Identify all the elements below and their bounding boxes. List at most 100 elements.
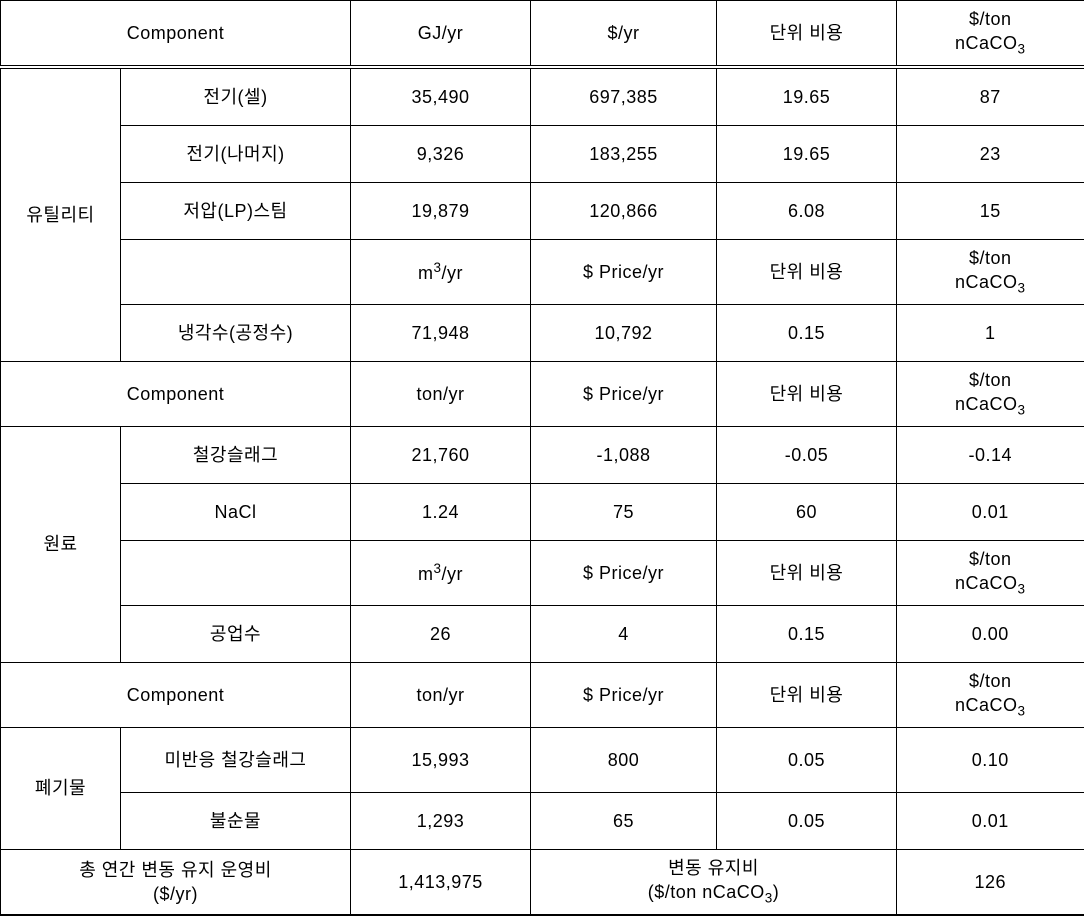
header-perton: $/ton nCaCO3 (897, 1, 1084, 68)
cell: 냉각수(공정수) (121, 305, 351, 362)
sub: 3 (1018, 281, 1026, 296)
sub: 3 (1018, 582, 1026, 597)
cell: 전기(나머지) (121, 126, 351, 183)
cell: 35,490 (351, 67, 531, 126)
utility-subheader: m3/yr $ Price/yr 단위 비용 $/ton nCaCO3 (1, 240, 1084, 305)
text: m (418, 263, 434, 283)
cell: 23 (897, 126, 1084, 183)
waste-row-impurity: 불순물 1,293 65 0.05 0.01 (1, 793, 1084, 850)
text: $/ton (969, 248, 1012, 268)
header-ton: ton/yr (351, 362, 531, 427)
cell: 1,293 (351, 793, 531, 850)
cell: -0.05 (717, 427, 897, 484)
text: $/ton (969, 549, 1012, 569)
cell: 0.15 (717, 606, 897, 663)
cell: 75 (531, 484, 717, 541)
utility-row-lp-steam: 저압(LP)스팀 19,879 120,866 6.08 15 (1, 183, 1084, 240)
header-component: Component (1, 1, 351, 68)
cell: NaCl (121, 484, 351, 541)
cell: 0.05 (717, 728, 897, 793)
text: $/ton (969, 370, 1012, 390)
cell: 불순물 (121, 793, 351, 850)
header-perton: $/ton nCaCO3 (897, 663, 1084, 728)
cell: 26 (351, 606, 531, 663)
text: ($/ton nCaCO (648, 882, 765, 902)
cell: 6.08 (717, 183, 897, 240)
subheader-perton: $/ton nCaCO3 (897, 541, 1084, 606)
cell: -0.14 (897, 427, 1084, 484)
cell: 19.65 (717, 67, 897, 126)
header-dollar: $/yr (531, 1, 717, 68)
cell: 65 (531, 793, 717, 850)
waste-label: 폐기물 (1, 728, 121, 850)
header-row-2: Component ton/yr $ Price/yr 단위 비용 $/ton … (1, 362, 1084, 427)
cell: 전기(셀) (121, 67, 351, 126)
cost-table-wrap: Component GJ/yr $/yr 단위 비용 $/ton nCaCO3 … (0, 0, 1084, 916)
sub: 3 (1018, 403, 1026, 418)
text: $/ton (969, 671, 1012, 691)
utility-label: 유틸리티 (1, 67, 121, 362)
total-mid-label: 변동 유지비 ($/ton nCaCO3) (531, 850, 897, 916)
text: nCaCO (955, 394, 1018, 414)
subheader-m3: m3/yr (351, 240, 531, 305)
cell: 15,993 (351, 728, 531, 793)
cell: 21,760 (351, 427, 531, 484)
text: nCaCO (955, 573, 1018, 593)
cost-table: Component GJ/yr $/yr 단위 비용 $/ton nCaCO3 … (0, 0, 1084, 916)
header-component: Component (1, 663, 351, 728)
sub: 3 (1018, 42, 1026, 57)
cell: 9,326 (351, 126, 531, 183)
blank (121, 541, 351, 606)
cell: 87 (897, 67, 1084, 126)
total-value: 1,413,975 (351, 850, 531, 916)
subheader-perton: $/ton nCaCO3 (897, 240, 1084, 305)
utility-row-electricity-cell: 유틸리티 전기(셀) 35,490 697,385 19.65 87 (1, 67, 1084, 126)
raw-row-slag: 원료 철강슬래그 21,760 -1,088 -0.05 -0.14 (1, 427, 1084, 484)
header-perton: $/ton nCaCO3 (897, 362, 1084, 427)
sup: 3 (433, 561, 441, 576)
text: nCaCO (955, 272, 1018, 292)
header-unitcost: 단위 비용 (717, 663, 897, 728)
text: $/ton (969, 9, 1012, 29)
text: ($/yr) (153, 884, 198, 904)
text: /yr (442, 564, 464, 584)
header-gj: GJ/yr (351, 1, 531, 68)
total-right: 126 (897, 850, 1084, 916)
cell: 800 (531, 728, 717, 793)
cell: 19,879 (351, 183, 531, 240)
cell: 1.24 (351, 484, 531, 541)
text: 변동 유지비 (668, 858, 759, 878)
cell: -1,088 (531, 427, 717, 484)
blank (121, 240, 351, 305)
cell: 15 (897, 183, 1084, 240)
cell: 0.01 (897, 793, 1084, 850)
cell: 19.65 (717, 126, 897, 183)
text: ) (773, 882, 780, 902)
cell: 공업수 (121, 606, 351, 663)
subheader-unitcost: 단위 비용 (717, 240, 897, 305)
header-row-1: Component GJ/yr $/yr 단위 비용 $/ton nCaCO3 (1, 1, 1084, 68)
raw-row-water: 공업수 26 4 0.15 0.00 (1, 606, 1084, 663)
cell: 71,948 (351, 305, 531, 362)
raw-subheader: m3/yr $ Price/yr 단위 비용 $/ton nCaCO3 (1, 541, 1084, 606)
text: /yr (442, 263, 464, 283)
cell: 0.10 (897, 728, 1084, 793)
sub: 3 (765, 891, 773, 906)
cell: 미반응 철강슬래그 (121, 728, 351, 793)
subheader-price: $ Price/yr (531, 541, 717, 606)
subheader-unitcost: 단위 비용 (717, 541, 897, 606)
header-unitcost: 단위 비용 (717, 362, 897, 427)
header-price: $ Price/yr (531, 663, 717, 728)
raw-row-nacl: NaCl 1.24 75 60 0.01 (1, 484, 1084, 541)
header-row-3: Component ton/yr $ Price/yr 단위 비용 $/ton … (1, 663, 1084, 728)
header-ton: ton/yr (351, 663, 531, 728)
header-price: $ Price/yr (531, 362, 717, 427)
cell: 697,385 (531, 67, 717, 126)
cell: 183,255 (531, 126, 717, 183)
cell: 60 (717, 484, 897, 541)
total-row: 총 연간 변동 유지 운영비 ($/yr) 1,413,975 변동 유지비 (… (1, 850, 1084, 916)
subheader-m3: m3/yr (351, 541, 531, 606)
cell: 120,866 (531, 183, 717, 240)
utility-row-electricity-rest: 전기(나머지) 9,326 183,255 19.65 23 (1, 126, 1084, 183)
cell: 10,792 (531, 305, 717, 362)
